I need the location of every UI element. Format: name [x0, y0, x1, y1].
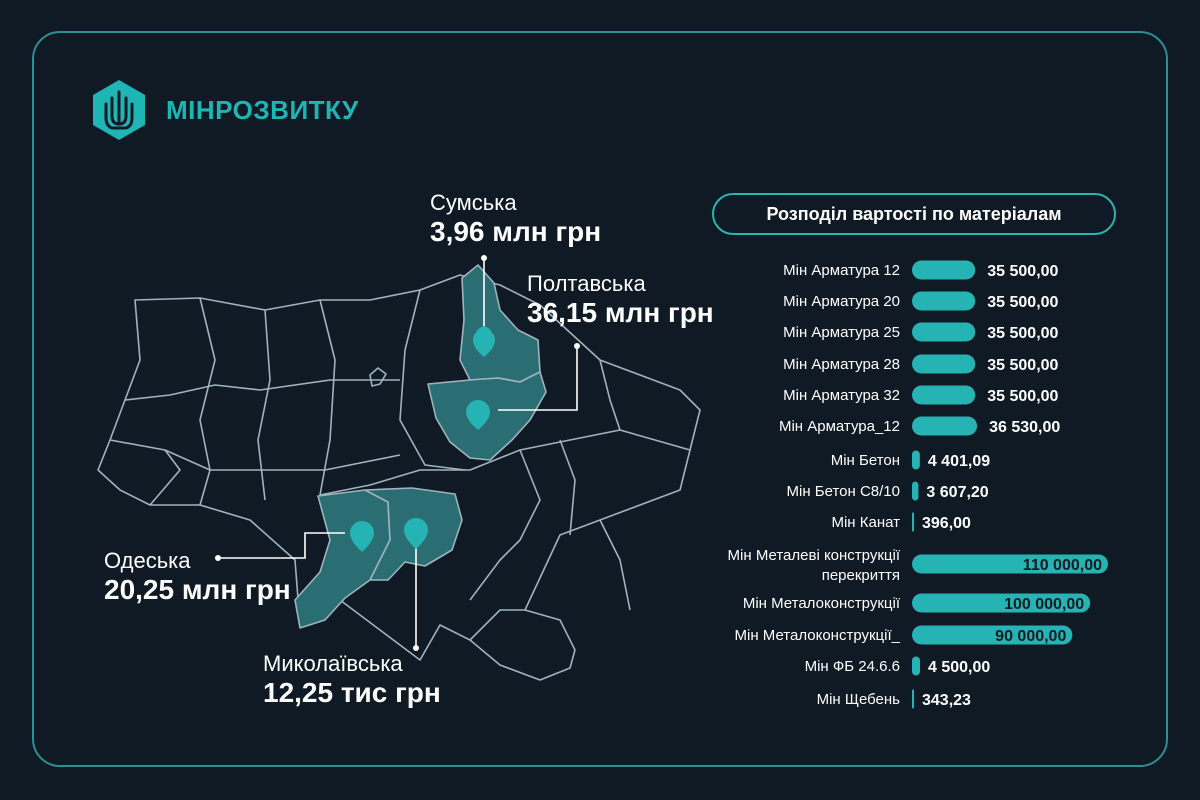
region-amount: 12,25 тис грн	[263, 677, 441, 709]
callout-lines	[218, 258, 578, 648]
bar-0	[912, 260, 976, 280]
map-pin-icon	[466, 400, 490, 430]
region-amount: 36,15 млн грн	[527, 297, 714, 329]
region-name: Полтавська	[527, 271, 646, 296]
callout-sumska: Сумська 3,96 млн грн	[430, 190, 601, 249]
value-label: 35 500,00	[987, 357, 1058, 374]
value-label: 100 000,00	[1004, 596, 1084, 613]
brand-logo: МІНРОЗВИТКУ	[90, 78, 359, 142]
value-label: 3 607,20	[926, 484, 988, 501]
value-label: 4 500,00	[928, 659, 990, 676]
category-label: Мін Арматура 25	[783, 324, 900, 341]
bar-13	[912, 689, 914, 709]
bar-6	[912, 450, 920, 470]
bar-2	[912, 322, 976, 342]
category-label: Мін Бетон С8/10	[787, 483, 901, 500]
trident-icon	[90, 78, 148, 142]
value-label: 35 500,00	[987, 325, 1058, 342]
category-label: Мін ФБ 24.6.6	[805, 658, 900, 675]
region-amount: 20,25 млн грн	[104, 574, 291, 606]
bar-11	[912, 625, 1073, 645]
callout-odeska: Одеська 20,25 млн грн	[104, 548, 291, 607]
category-label: Мін Щебень	[817, 691, 901, 708]
category-label: Мін Металоконструкції	[743, 595, 901, 612]
callout-dot-poltavska	[574, 343, 580, 349]
value-label: 396,00	[922, 515, 971, 532]
bar-8	[912, 512, 914, 532]
region-amount: 3,96 млн грн	[430, 216, 602, 248]
category-label: Мін Арматура_12	[779, 418, 900, 435]
bar-3	[912, 354, 976, 374]
bar-1	[912, 291, 976, 311]
callout-dot-sumska	[481, 255, 487, 261]
category-label: Мін Арматура 12	[783, 262, 900, 279]
map-pin-icon	[473, 326, 495, 357]
brand-name: МІНРОЗВИТКУ	[166, 94, 359, 125]
bar-5	[912, 416, 978, 436]
map-pin-icon	[404, 518, 428, 549]
callout-dot-odeska	[215, 555, 221, 561]
callout-dot-mykolaivska	[413, 645, 419, 651]
bar-10	[912, 593, 1091, 613]
value-label: 110 000,00	[1023, 557, 1102, 574]
map-region-borders	[97, 274, 701, 681]
value-label: 35 500,00	[987, 263, 1058, 280]
category-label: Мін Металоконструкції_	[735, 627, 901, 644]
value-label: 343,23	[922, 692, 971, 709]
category-label: Мін Металеві конструкції перекриття	[728, 547, 901, 584]
bar-4	[912, 385, 976, 405]
category-label: Мін Бетон	[831, 452, 900, 469]
region-name: Миколаївська	[263, 651, 403, 676]
category-label: Мін Канат	[831, 514, 900, 531]
value-label: 35 500,00	[987, 388, 1058, 405]
callout-poltavska: Полтавська 36,15 млн грн	[527, 271, 714, 330]
category-label: Мін Арматура 28	[783, 356, 900, 373]
value-label: 36 530,00	[989, 419, 1060, 436]
category-label: Мін Арматура 20	[783, 293, 900, 310]
callout-mykolaivska: Миколаївська 12,25 тис грн	[263, 651, 441, 710]
value-label: 90 000,00	[995, 628, 1066, 645]
region-name: Сумська	[430, 190, 517, 215]
bar-12	[912, 656, 921, 676]
bar-7	[912, 481, 919, 501]
chart-title: Розподіл вартості по матеріалам	[712, 193, 1116, 235]
region-name: Одеська	[104, 548, 191, 573]
value-label: 35 500,00	[987, 294, 1058, 311]
map-pin-icon	[350, 521, 374, 552]
value-label: 4 401,09	[928, 453, 990, 470]
bar-9	[912, 554, 1108, 574]
infographic-frame	[32, 31, 1168, 767]
category-label: Мін Арматура 32	[783, 387, 900, 404]
